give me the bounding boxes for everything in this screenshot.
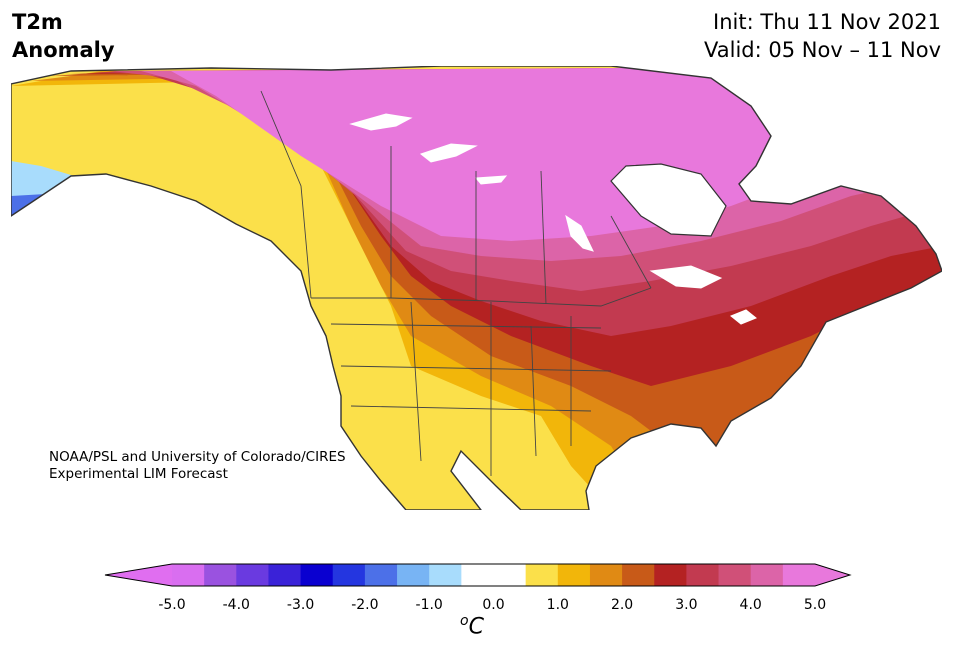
colorbar-swatch (172, 564, 205, 586)
colorbar-tick-label: 3.0 (675, 597, 698, 613)
colorbar (104, 563, 852, 587)
colorbar-tick-label: -5.0 (158, 597, 186, 613)
colorbar-outline (104, 563, 852, 587)
credit-line-2: Experimental LIM Forecast (49, 466, 228, 482)
colorbar-swatch (236, 564, 269, 586)
anomaly-map (11, 66, 942, 510)
political-boundaries (260, 90, 652, 476)
colorbar-tick-label: -2.0 (351, 597, 379, 613)
title-line-2: Anomaly (12, 38, 115, 62)
init-valid-info: Init: Thu 11 Nov 2021 Valid: 05 Nov – 11… (704, 8, 941, 64)
valid-range: Valid: 05 Nov – 11 Nov (704, 38, 941, 62)
colorbar-swatch (589, 564, 623, 586)
init-date: Init: Thu 11 Nov 2021 (713, 10, 941, 34)
credit-text: NOAA/PSL and University of Colorado/CIRE… (49, 449, 346, 483)
colorbar-swatch (332, 564, 366, 586)
colorbar-swatch (686, 564, 720, 586)
colorbar-tick-label: 1.0 (546, 597, 569, 613)
unit-base: C (468, 614, 484, 640)
colorbar-tick-label: -4.0 (222, 597, 250, 613)
colorbar-tick-label: -1.0 (415, 597, 443, 613)
colorbar-swatch (461, 564, 494, 586)
colorbar-swatch (300, 564, 334, 586)
colorbar-over-arrow (815, 564, 850, 586)
map-title: T2m Anomaly (12, 8, 115, 64)
colorbar-swatch (525, 564, 559, 586)
colorbar-tick-label: 4.0 (739, 597, 762, 613)
colorbar-swatch (397, 564, 430, 586)
colorbar-swatch (557, 564, 591, 586)
colorbar-tick-label: 5.0 (803, 597, 827, 613)
colorbar-swatch (622, 564, 655, 586)
great-lakes (349, 113, 757, 325)
colorbar-swatch (204, 564, 237, 586)
colorbar-swatch (718, 564, 752, 586)
colorbar-under-arrow (105, 564, 172, 586)
title-line-1: T2m (12, 10, 63, 34)
colorbar-swatch (268, 564, 302, 586)
hudson-bay (610, 163, 727, 237)
colorbar-swatch (493, 564, 527, 586)
coastline (11, 66, 942, 510)
unit-superscript: o (460, 613, 469, 629)
unit-label: oC (460, 613, 484, 639)
colorbar-swatch (364, 564, 398, 586)
credit-line-1: NOAA/PSL and University of Colorado/CIRE… (49, 449, 346, 465)
colorbar-swatch (429, 564, 462, 586)
colorbar-swatch (782, 564, 816, 586)
colorbar-swatch (750, 564, 784, 586)
colorbar-swatches (172, 564, 816, 586)
colorbar-swatch (654, 564, 687, 586)
colorbar-tick-label: 2.0 (610, 597, 634, 613)
colorbar-tick-label: 0.0 (482, 597, 505, 613)
colorbar-tick-label: -3.0 (286, 597, 315, 613)
